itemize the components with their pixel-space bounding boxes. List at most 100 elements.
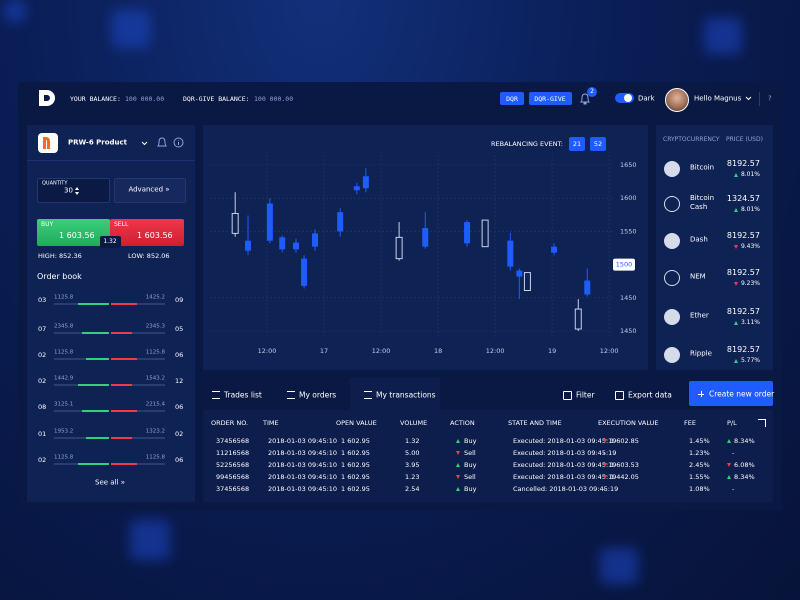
ask-bar-fill [111,463,137,465]
advanced-button[interactable] [114,178,186,203]
cell-state: Executed: 2018-01-03 09:45:19 [513,436,617,445]
avatar[interactable] [665,88,689,112]
annotation-value: 21 [573,140,581,148]
column-header[interactable]: TIME [263,418,279,427]
trend-arrow [456,487,460,491]
dqr-button-label[interactable]: DQR [506,94,518,103]
trend-arrow [734,173,738,177]
bell-icon[interactable] [579,92,591,106]
column-header[interactable]: ORDER NO. [211,418,249,427]
ask-bar-fill [111,358,137,360]
column-header[interactable]: STATE AND TIME [508,418,562,427]
bid-bar [54,358,109,360]
cell-open: 1 602.95 [341,472,370,481]
tab-icon[interactable] [364,391,372,399]
bid-count: 01 [38,429,47,438]
cell-time: 2018-01-03 09:45:10 [268,460,338,469]
theme-label: Dark [638,94,655,103]
tab[interactable]: My transactions [376,390,436,400]
quantity[interactable]: 30 [64,186,73,195]
column-header[interactable]: P/L [727,418,737,427]
column-header[interactable]: VOLUME [400,418,428,427]
cell-open: 1 602.95 [341,484,370,493]
cell-open: 1 602.95 [341,436,370,445]
action-button[interactable]: Create new order [709,389,775,399]
toggle-knob [624,94,632,102]
action-button[interactable]: Filter [576,390,595,400]
action-icon[interactable] [615,391,624,400]
bid-bar-fill [86,437,109,439]
candle-body [266,203,273,241]
y-tick-label: 1650 [620,161,637,169]
see-all[interactable]: See all » [95,478,125,487]
candle-body [516,270,523,277]
cell-volume: 5.00 [405,448,420,457]
tab-icon[interactable] [287,391,295,399]
coin-price: 1324.57 [726,194,760,203]
quantity-box[interactable] [37,178,110,203]
cell-fee: 1.23% [689,448,710,457]
bid-price: 1125.8 [54,294,74,301]
ask-bar-fill [111,437,132,439]
cell-time: 2018-01-03 09:45:10 [268,436,338,445]
annotation-label: REBALANCING EVENT: [491,140,563,148]
coin-name: Bitcoin [690,163,715,172]
expand-icon[interactable] [758,419,766,427]
table-panel [203,410,773,502]
column-header[interactable]: FEE [684,418,696,427]
dqr-give-button-label[interactable]: DQR-GIVE [534,94,566,103]
sell-button[interactable] [110,219,184,246]
trend-arrow [727,475,731,479]
buy-button[interactable] [37,219,110,246]
tab[interactable]: My orders [299,390,337,400]
chevron[interactable] [141,141,148,146]
cell-volume: 1.32 [405,436,420,445]
x-tick-label: 12:00 [258,347,277,355]
chevron [745,96,752,101]
candle-body [507,240,514,267]
plus-icon[interactable] [698,391,704,397]
cell-pl: - [732,448,735,457]
coin-name: Dash [690,235,708,244]
coin-icon [664,270,680,286]
dqr-give-button[interactable] [529,92,572,105]
ask-bar [111,358,165,360]
help[interactable]: ? [768,94,772,103]
action-icon[interactable] [563,391,572,400]
buy-price[interactable]: 1 603.56 [59,231,95,240]
column-header[interactable]: OPEN VALUE [336,418,377,427]
ask-price: 2345.3 [145,323,165,330]
bell-icon[interactable] [157,137,167,149]
low: LOW: 852.06 [128,251,170,260]
user-name[interactable]: Hello Magnus [694,94,742,103]
balance-label: YOUR BALANCE: [70,94,121,103]
current-price-box [613,258,635,271]
bid-price: 1125.8 [54,454,74,461]
ask-price: 1125.8 [145,454,165,461]
cell-state: Cancelled: 2018-01-03 09:45:19 [513,484,619,493]
cell-time: 2018-01-03 09:45:10 [268,448,338,457]
ask-count: 05 [175,324,184,333]
stepper-icon[interactable] [75,187,79,195]
ask-bar-fill [111,303,137,305]
tab-icon[interactable] [212,391,220,399]
dqr-button[interactable] [500,92,524,105]
action-button[interactable]: Export data [628,390,672,400]
advanced-label[interactable]: Advanced » [128,185,170,194]
decor-cube [4,0,26,22]
sell-price[interactable]: 1 603.56 [137,231,173,240]
candle-body [523,272,531,291]
tab[interactable]: Trades list [224,390,262,400]
coin-price: 8192.57 [726,345,760,354]
ask-count: 02 [175,429,184,438]
column-header[interactable]: ACTION [450,418,475,427]
column-header[interactable]: EXECUTION VALUE [598,418,659,427]
sell-label[interactable]: SELL [114,221,129,228]
buy-label[interactable]: BUY [41,221,54,228]
trend-arrow [603,439,607,443]
coin-name: Ether [690,311,709,320]
y-tick-label: 1450 [620,327,637,335]
ask-price: 1125.8 [145,349,165,356]
cell-execution: 1 602.85 [610,436,639,445]
info-icon[interactable] [173,137,184,148]
